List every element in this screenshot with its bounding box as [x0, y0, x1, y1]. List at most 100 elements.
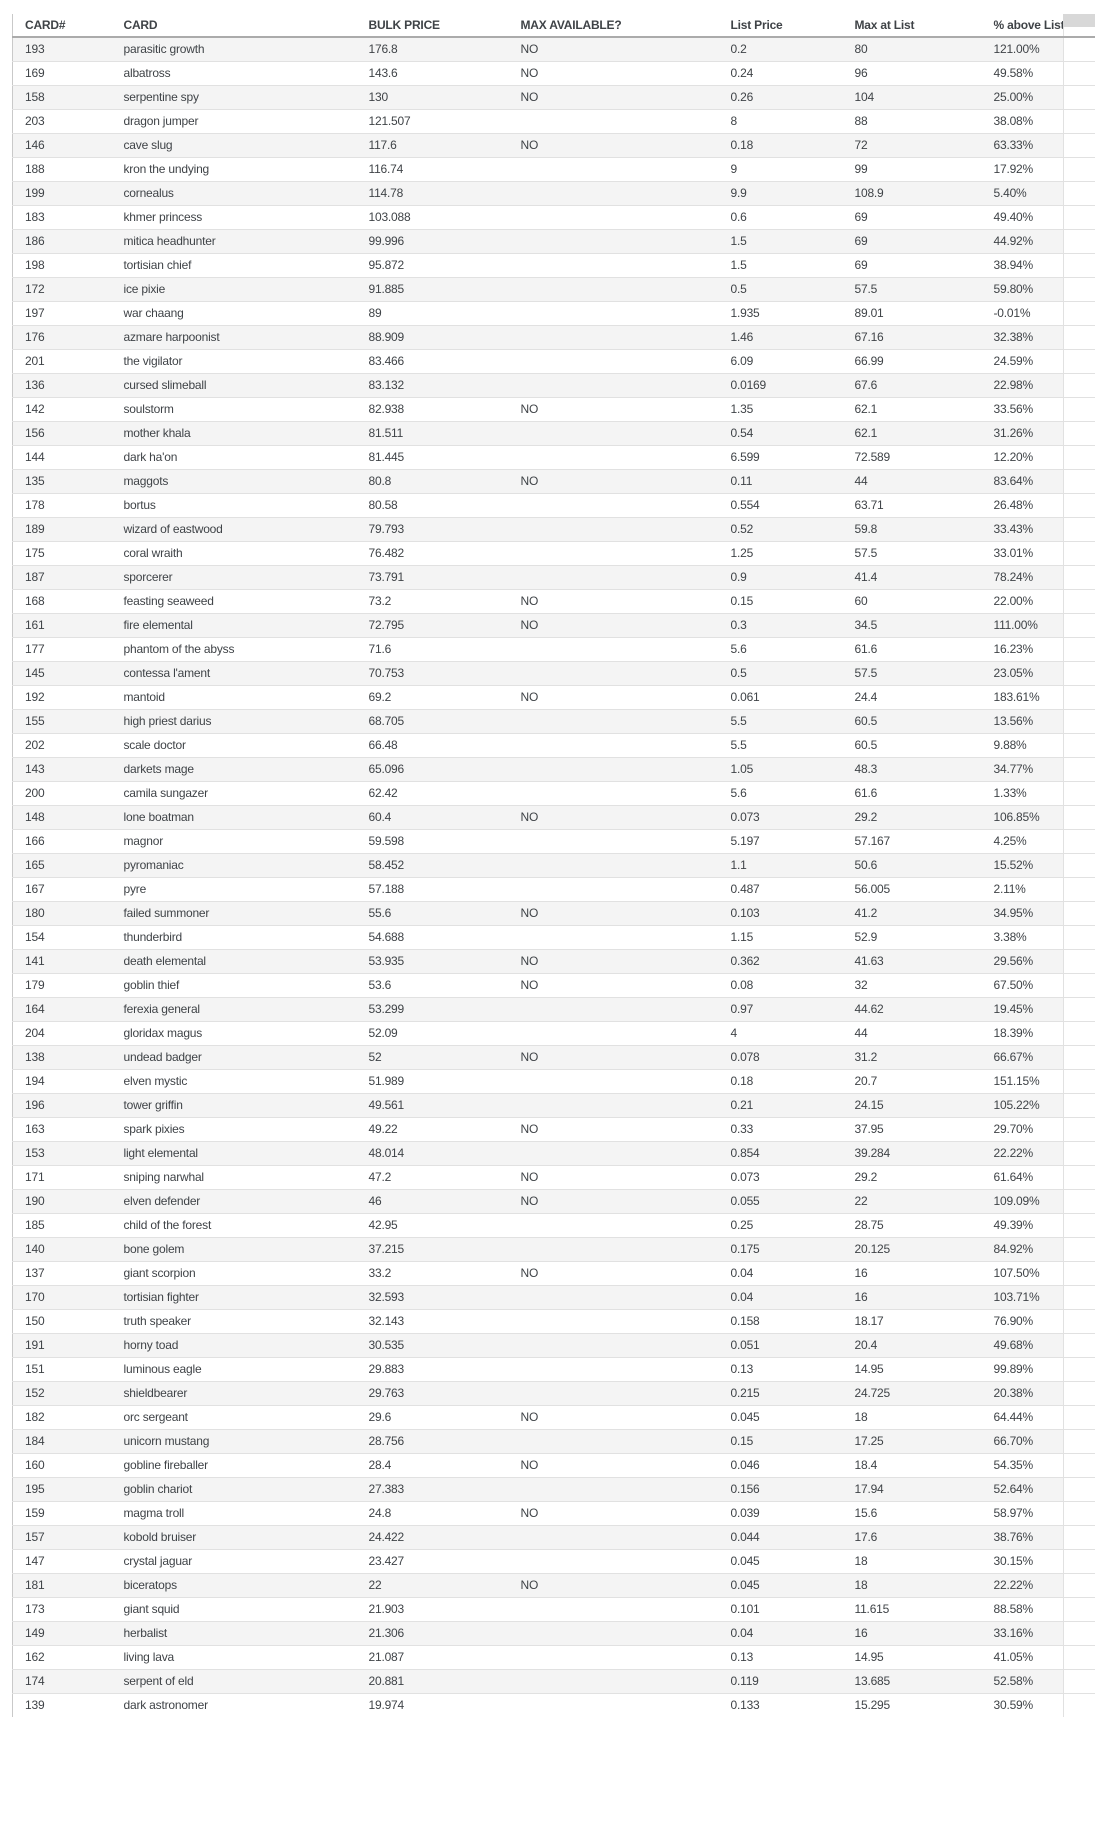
- row-spacer-cell: [1064, 757, 1095, 781]
- cell-list_price: 0.25: [719, 1213, 843, 1237]
- row-spacer-cell: [1064, 1525, 1095, 1549]
- cell-max_at_list: 16: [843, 1621, 982, 1645]
- row-spacer-cell: [1064, 1141, 1095, 1165]
- row-spacer-cell: [1064, 1357, 1095, 1381]
- row-spacer-cell: [1064, 1045, 1095, 1069]
- cell-max_at_list: 18: [843, 1405, 982, 1429]
- cell-card_number: 183: [13, 205, 112, 229]
- row-spacer-cell: [1064, 85, 1095, 109]
- cell-list_price: 9.9: [719, 181, 843, 205]
- cell-card_number: 150: [13, 1309, 112, 1333]
- column-header-max_at_list: Max at List: [843, 14, 982, 37]
- cell-bulk_price: 69.2: [357, 685, 509, 709]
- cell-bulk_price: 46: [357, 1189, 509, 1213]
- cell-card: horny toad: [112, 1333, 357, 1357]
- cell-card_number: 194: [13, 1069, 112, 1093]
- cell-list_price: 0.554: [719, 493, 843, 517]
- cell-max_at_list: 48.3: [843, 757, 982, 781]
- cell-bulk_price: 80.8: [357, 469, 509, 493]
- row-spacer-cell: [1064, 1669, 1095, 1693]
- cell-pct_above_list: 24.59%: [982, 349, 1064, 373]
- cell-max_available: NO: [509, 469, 719, 493]
- cell-max_available: NO: [509, 61, 719, 85]
- cell-list_price: 0.15: [719, 589, 843, 613]
- cell-max_at_list: 96: [843, 61, 982, 85]
- cell-bulk_price: 53.6: [357, 973, 509, 997]
- cell-card: soulstorm: [112, 397, 357, 421]
- cell-list_price: 0.15: [719, 1429, 843, 1453]
- cell-pct_above_list: 83.64%: [982, 469, 1064, 493]
- cell-list_price: 0.33: [719, 1117, 843, 1141]
- cell-card: death elemental: [112, 949, 357, 973]
- cell-card_number: 162: [13, 1645, 112, 1669]
- cell-card_number: 189: [13, 517, 112, 541]
- cell-pct_above_list: 49.68%: [982, 1333, 1064, 1357]
- cell-max_at_list: 72: [843, 133, 982, 157]
- row-spacer-cell: [1064, 349, 1095, 373]
- cell-pct_above_list: 61.64%: [982, 1165, 1064, 1189]
- column-header-card: CARD: [112, 14, 357, 37]
- column-header-max_available: MAX AVAILABLE?: [509, 14, 719, 37]
- cell-pct_above_list: 26.48%: [982, 493, 1064, 517]
- cell-max_at_list: 57.5: [843, 277, 982, 301]
- cell-card: gobline fireballer: [112, 1453, 357, 1477]
- cell-pct_above_list: 29.56%: [982, 949, 1064, 973]
- cell-bulk_price: 28.756: [357, 1429, 509, 1453]
- row-spacer-cell: [1064, 853, 1095, 877]
- cell-bulk_price: 143.6: [357, 61, 509, 85]
- cell-card: mantoid: [112, 685, 357, 709]
- cell-bulk_price: 37.215: [357, 1237, 509, 1261]
- cell-max_at_list: 41.63: [843, 949, 982, 973]
- cell-max_available: [509, 733, 719, 757]
- cell-pct_above_list: 2.11%: [982, 877, 1064, 901]
- cell-card_number: 203: [13, 109, 112, 133]
- cell-bulk_price: 28.4: [357, 1453, 509, 1477]
- cell-max_at_list: 17.94: [843, 1477, 982, 1501]
- cell-card: fire elemental: [112, 613, 357, 637]
- row-spacer-cell: [1064, 973, 1095, 997]
- cell-card: feasting seaweed: [112, 589, 357, 613]
- cell-max_available: NO: [509, 949, 719, 973]
- cell-pct_above_list: 54.35%: [982, 1453, 1064, 1477]
- cell-bulk_price: 62.42: [357, 781, 509, 805]
- cell-list_price: 0.13: [719, 1357, 843, 1381]
- cell-list_price: 0.52: [719, 517, 843, 541]
- cell-max_at_list: 60.5: [843, 733, 982, 757]
- cell-card_number: 171: [13, 1165, 112, 1189]
- cell-list_price: 6.09: [719, 349, 843, 373]
- cell-list_price: 0.101: [719, 1597, 843, 1621]
- cell-pct_above_list: 22.22%: [982, 1141, 1064, 1165]
- cell-card: living lava: [112, 1645, 357, 1669]
- row-spacer-cell: [1064, 1477, 1095, 1501]
- cell-card_number: 196: [13, 1093, 112, 1117]
- cell-bulk_price: 21.087: [357, 1645, 509, 1669]
- cell-max_available: [509, 1645, 719, 1669]
- cell-max_at_list: 104: [843, 85, 982, 109]
- cell-bulk_price: 27.383: [357, 1477, 509, 1501]
- cell-card: cursed slimeball: [112, 373, 357, 397]
- cell-card: sniping narwhal: [112, 1165, 357, 1189]
- cell-card: truth speaker: [112, 1309, 357, 1333]
- cell-list_price: 9: [719, 157, 843, 181]
- cell-bulk_price: 33.2: [357, 1261, 509, 1285]
- cell-card: ferexia general: [112, 997, 357, 1021]
- cell-bulk_price: 73.791: [357, 565, 509, 589]
- cell-max_at_list: 17.25: [843, 1429, 982, 1453]
- cell-card_number: 193: [13, 37, 112, 61]
- cell-pct_above_list: 23.05%: [982, 661, 1064, 685]
- cell-card: the vigilator: [112, 349, 357, 373]
- cell-max_at_list: 24.4: [843, 685, 982, 709]
- cell-max_at_list: 57.5: [843, 541, 982, 565]
- cell-max_available: [509, 1597, 719, 1621]
- cell-list_price: 0.21: [719, 1093, 843, 1117]
- cell-card_number: 201: [13, 349, 112, 373]
